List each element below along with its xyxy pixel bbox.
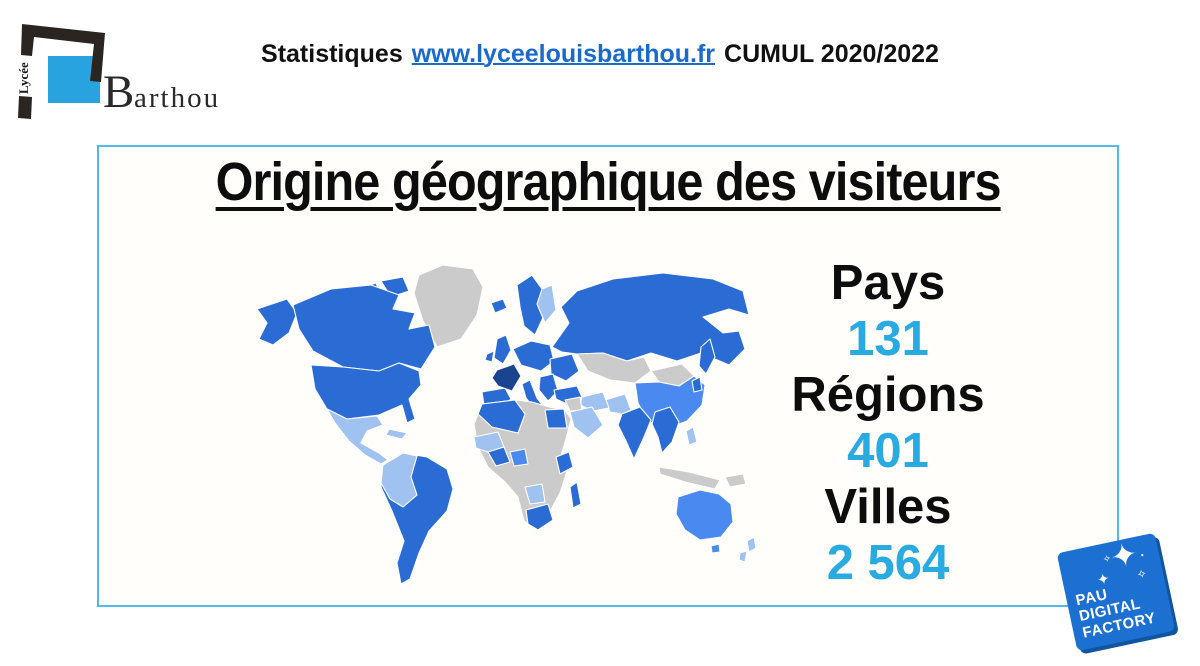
- logo-barthou-initial: B: [103, 66, 134, 118]
- region-kazakhstan: [576, 352, 652, 384]
- world-map: [231, 253, 771, 598]
- stat-value-pays: 131: [847, 312, 929, 366]
- logo-frame-foot: [18, 96, 32, 119]
- region-saudi-arabia: [569, 406, 604, 439]
- stat-value-villes: 2 564: [826, 536, 950, 590]
- header-cumul-label: CUMUL 2020/2022: [724, 40, 939, 68]
- stat-label-pays: Pays: [830, 256, 946, 310]
- region-uk: [493, 334, 512, 365]
- region-egypt: [544, 408, 568, 429]
- header-statistics-label: Statistiques: [261, 40, 403, 68]
- region-mexico: [326, 408, 389, 465]
- stats-list: Pays 131 Régions 401 Villes 2 564: [759, 255, 1017, 591]
- header-line: Statistiques www.lyceelouisbarthou.fr CU…: [0, 40, 1200, 69]
- region-alaska: [256, 298, 298, 346]
- region-canada: [292, 284, 436, 372]
- panel-title: Origine géographique des visiteurs: [215, 152, 1002, 212]
- lycee-barthou-logo: Lycée B arthou: [8, 6, 233, 124]
- logo-lycee-text: Lycée: [16, 62, 31, 94]
- region-southeast-asia: [651, 406, 680, 454]
- world-map-graphic: [256, 264, 757, 585]
- logo-frame: [21, 24, 105, 82]
- region-russia: [551, 272, 750, 366]
- region-australia: [675, 489, 734, 541]
- region-nigeria: [509, 448, 529, 467]
- website-link[interactable]: www.lyceelouisbarthou.fr: [411, 40, 716, 68]
- region-algeria: [477, 399, 526, 434]
- pau-digital-factory-badge: ✦ ✦ ✧ ✧ • PAU DIGITAL FACTORY: [1056, 532, 1176, 652]
- region-south-africa: [525, 503, 554, 531]
- region-indonesia: [658, 466, 721, 490]
- logo-barthou-text: arthou: [134, 82, 220, 114]
- region-madagascar: [569, 481, 582, 509]
- region-japan: [698, 338, 716, 375]
- stat-value-regions: 401: [847, 424, 929, 478]
- stat-label-regions: Régions: [791, 368, 985, 422]
- stats-panel: Origine géographique des visiteurs: [97, 145, 1119, 607]
- badge-text: PAU DIGITAL FACTORY: [1074, 578, 1157, 642]
- region-france: [491, 363, 522, 392]
- sparkle-dot-icon: •: [1140, 550, 1145, 560]
- region-scandinavia: [516, 274, 547, 336]
- region-iran: [579, 391, 610, 412]
- region-greenland: [413, 264, 484, 348]
- sparkle-icon: ✧: [1102, 553, 1113, 566]
- region-usa: [310, 362, 422, 424]
- region-india: [617, 406, 652, 460]
- lycee-barthou-logo-graphic: Lycée B arthou: [16, 24, 220, 119]
- stat-label-villes: Villes: [824, 480, 952, 534]
